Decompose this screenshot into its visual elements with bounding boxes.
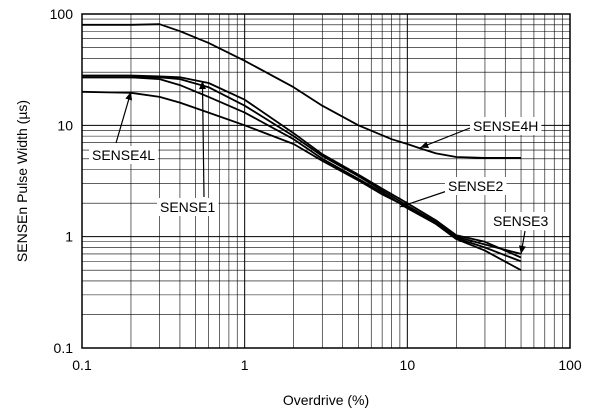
x-tick-label: 100 xyxy=(558,357,582,373)
annotation-arrow-line xyxy=(115,91,132,144)
annotation-arrow-head xyxy=(125,91,133,101)
annotation-sense2-label: SENSE2 xyxy=(448,178,503,194)
annotation-sense1-label: SENSE1 xyxy=(160,199,215,215)
y-tick-label: 10 xyxy=(57,117,73,133)
annotation-sense4l-label: SENSE4L xyxy=(92,147,155,163)
annotation-arrow-line xyxy=(201,81,205,198)
annotation-sense4h-label: SENSE4H xyxy=(473,118,538,134)
x-tick-label: 0.1 xyxy=(72,357,92,373)
annotation-arrows xyxy=(115,81,526,255)
annotation-arrow-line xyxy=(419,127,471,149)
y-tick-label: 1 xyxy=(65,229,73,245)
y-axis-label: SENSEn Pulse Width (µs) xyxy=(14,100,30,262)
series-sense2 xyxy=(82,76,522,255)
annotation-arrow-head xyxy=(518,245,526,254)
x-tick-label: 1 xyxy=(241,357,249,373)
x-tick-label: 10 xyxy=(400,357,416,373)
series-sense3 xyxy=(82,74,522,259)
annotation-sense4h: SENSE4H xyxy=(470,117,542,135)
series-sense1 xyxy=(82,76,522,263)
annotation-sense3: SENSE3 xyxy=(490,212,552,230)
annotation-arrow-head xyxy=(420,141,429,148)
y-tick-label: 100 xyxy=(50,6,74,22)
series-group xyxy=(81,23,522,271)
annotation-sense3-label: SENSE3 xyxy=(493,213,548,229)
tick-labels: 0.1 1 10 100 0.1 1 10 100 xyxy=(50,6,582,373)
y-tick-label: 0.1 xyxy=(54,340,74,356)
annotation-sense2: SENSE2 xyxy=(445,177,507,195)
plot-frame xyxy=(81,13,571,349)
series-sense4h xyxy=(82,23,521,159)
annotation-arrow-head xyxy=(399,201,409,208)
x-axis-label: Overdrive (%) xyxy=(283,392,369,408)
annotation-arrow-head xyxy=(199,81,207,90)
annotation-sense4l: SENSE4L xyxy=(89,146,159,164)
annotation-arrow-line xyxy=(399,189,451,208)
annotation-sense1: SENSE1 xyxy=(157,198,219,216)
